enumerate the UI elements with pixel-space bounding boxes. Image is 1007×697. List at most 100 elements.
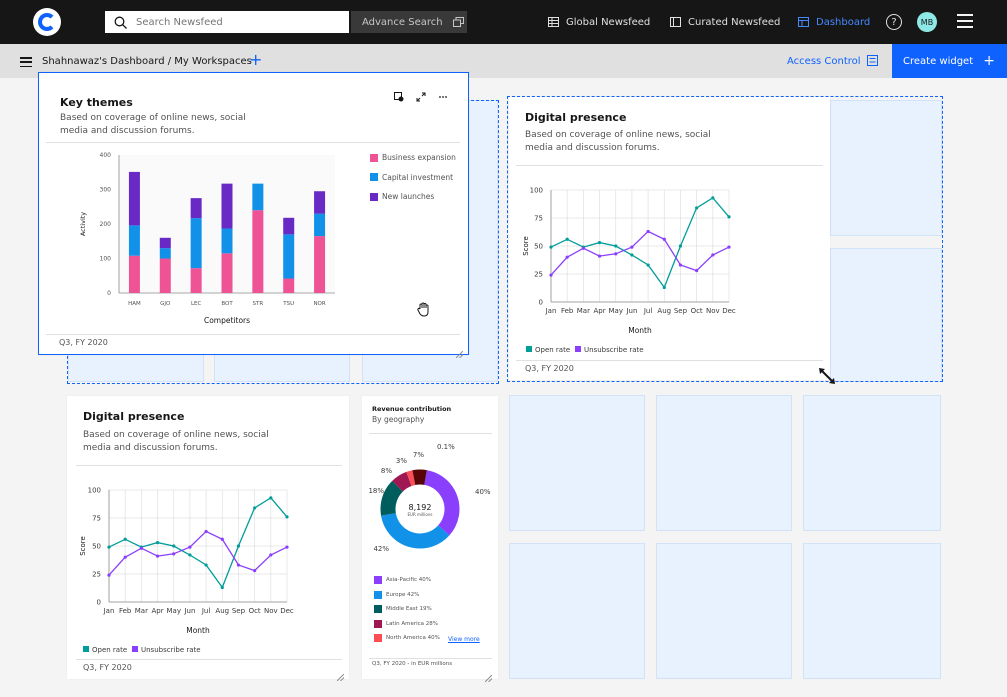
center-label: EUR millions (408, 512, 433, 517)
legend-item[interactable]: North America 40% (374, 634, 440, 642)
add-icon: + (983, 53, 995, 69)
slice-label: 42% (373, 545, 389, 553)
x-tick-label: Dec (280, 607, 294, 615)
x-tick-label: TSU (282, 301, 294, 307)
widget-digital-presence-bottom[interactable]: Digital presence Based on coverage of on… (67, 396, 349, 682)
slice-label: 8% (381, 467, 392, 475)
menu-icon[interactable] (957, 14, 973, 28)
data-point (678, 263, 683, 267)
resize-handle-icon[interactable] (484, 667, 493, 683)
x-tick-label: May (166, 607, 180, 615)
widget-revenue-contribution[interactable]: Revenue contribution By geography 8,192 E… (362, 396, 498, 683)
empty-grid-cell (803, 543, 941, 679)
widget-key-themes[interactable]: Key themes Based on coverage of online n… (38, 72, 469, 359)
x-tick-label: Mar (577, 307, 590, 315)
search-input[interactable] (136, 16, 336, 28)
legend-swatch (374, 634, 382, 642)
data-point (565, 237, 569, 241)
data-point (220, 585, 224, 590)
resize-handle-icon[interactable] (336, 666, 345, 682)
x-tick-label: Feb (561, 307, 574, 315)
y-tick-label: 400 (100, 152, 112, 159)
bar-segment (221, 183, 233, 229)
widget-footer: Q3, FY 2020 (83, 663, 132, 672)
legend-swatch (370, 153, 378, 162)
table-icon (548, 17, 559, 27)
create-widget-button[interactable]: Create widget + (892, 44, 1007, 78)
resize-handle-icon[interactable] (455, 343, 464, 359)
bar-segment (190, 218, 202, 269)
maximize-icon[interactable] (416, 92, 426, 105)
data-point (172, 544, 176, 548)
data-point (678, 244, 683, 248)
grab-hand-icon (417, 302, 432, 322)
copy-icon (452, 17, 464, 27)
legend-item[interactable]: Europe 42% (374, 590, 419, 599)
legend-item[interactable]: Capital investment (370, 173, 453, 182)
data-point (155, 554, 160, 558)
bar-segment (283, 217, 295, 235)
x-tick-label: Nov (706, 307, 720, 315)
data-point (630, 253, 634, 257)
advance-search-label: Advance Search (362, 16, 443, 28)
legend-label: Latin America 28% (386, 620, 439, 627)
data-point (597, 241, 602, 245)
app-logo-icon[interactable] (33, 8, 61, 36)
legend-label: New launches (382, 192, 435, 201)
bar-segment (128, 255, 140, 293)
nav-curated-newsfeed[interactable]: Curated Newsfeed (670, 0, 780, 44)
data-point (662, 237, 666, 241)
x-tick-label: Aug (657, 307, 671, 315)
overflow-menu-icon[interactable] (438, 92, 448, 105)
add-workspace-button[interactable]: + (249, 50, 263, 69)
x-tick-label: May (608, 307, 622, 315)
advance-search-button[interactable]: Advance Search (351, 11, 467, 33)
help-icon[interactable]: ? (886, 14, 902, 30)
avatar[interactable]: MB (917, 12, 937, 32)
data-point (549, 273, 553, 277)
x-tick-label: Apr (593, 307, 605, 315)
x-tick-label: Jul (643, 307, 653, 315)
pin-icon[interactable] (394, 92, 404, 105)
legend-label: Open rate (535, 346, 570, 354)
series-line (550, 230, 730, 276)
data-point (662, 285, 666, 290)
data-point (188, 545, 192, 549)
bar-segment (283, 278, 295, 293)
data-point (204, 529, 208, 534)
legend-item[interactable]: Middle East 19% (374, 605, 432, 613)
legend-label: Business expansion (382, 153, 456, 162)
widget-digital-presence-top[interactable]: Digital presence Based on coverage of on… (509, 97, 830, 380)
legend-label: North America 40% (386, 635, 440, 641)
data-point (614, 252, 618, 256)
bar-segment (314, 236, 326, 293)
data-point (123, 537, 127, 541)
slice-label: 18% (368, 487, 384, 495)
slice-label: 0.1% (437, 443, 455, 451)
legend-item[interactable]: New launches (370, 192, 434, 201)
legend-item[interactable]: Latin America 28% (374, 619, 439, 628)
view-more-link[interactable]: View more (448, 636, 480, 643)
widget-footer: Q3, FY 2020 - in EUR millions (372, 661, 453, 667)
data-point (253, 569, 257, 573)
legend-item[interactable]: Asia-Pacific 40% (374, 576, 431, 584)
bar-segment (190, 268, 202, 293)
x-tick-label: Mar (135, 607, 148, 615)
x-tick-label: LEC (191, 301, 202, 307)
series-line (108, 530, 288, 576)
legend-label: Asia-Pacific 40% (386, 577, 431, 583)
bar-segment (314, 213, 326, 237)
legend-item[interactable]: Business expansion (370, 153, 456, 162)
settings-grid-icon[interactable] (867, 55, 878, 66)
nav-global-newsfeed[interactable]: Global Newsfeed (548, 0, 650, 44)
nav-dashboard[interactable]: Dashboard (798, 0, 870, 44)
widget-subtitle: Based on coverage of online news, social… (60, 113, 246, 136)
access-control-link[interactable]: Access Control (787, 55, 861, 67)
legend-swatch (370, 173, 378, 181)
hamburger-icon[interactable] (20, 57, 32, 67)
y-tick-label: 50 (534, 243, 543, 251)
center-value: 8,192 (409, 503, 432, 512)
x-tick-label: Sep (674, 307, 688, 315)
data-point (285, 515, 289, 519)
bar-segment (221, 253, 233, 293)
